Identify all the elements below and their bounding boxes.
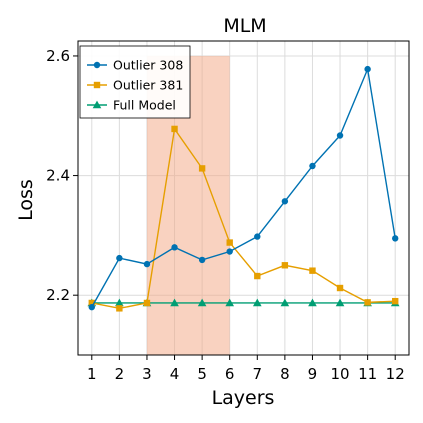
data-point-outlier-381 — [171, 125, 178, 133]
y-tick-label: 2.6 — [46, 47, 70, 65]
legend-item-outlier-381: Outlier 381 — [87, 78, 183, 93]
x-tick-label: 7 — [253, 365, 263, 383]
data-point-outlier-308 — [254, 233, 261, 240]
data-point-outlier-308 — [143, 260, 151, 268]
series-line-outlier-381 — [91, 127, 396, 310]
x-tick-label: 1 — [87, 365, 97, 383]
chart-title: MLM — [223, 15, 266, 37]
data-point-full-model — [335, 298, 345, 307]
x-tick-label: 6 — [225, 365, 235, 383]
legend-item-full-model: Full Model — [87, 98, 176, 113]
x-tick-label: 8 — [280, 365, 290, 383]
data-point-outlier-381 — [336, 284, 344, 292]
x-axis-title: Layers — [212, 387, 275, 409]
plot-frame — [77, 40, 410, 356]
y-tick-label: 2.2 — [46, 286, 70, 304]
series-outlier-308 — [88, 65, 399, 311]
series-outlier-381 — [88, 125, 399, 312]
legend-marker-outlier-381 — [93, 81, 101, 89]
legend: Outlier 308 Outlier 381 Full Model — [79, 45, 191, 119]
legend-marker-outlier-308 — [93, 61, 101, 69]
data-point-outlier-381 — [226, 239, 233, 246]
data-point-outlier-308 — [171, 244, 178, 251]
data-point-outlier-381 — [254, 272, 261, 280]
data-point-outlier-308 — [336, 132, 344, 139]
data-point-outlier-381 — [198, 165, 206, 172]
x-tick-label: 3 — [142, 365, 152, 383]
legend-label-outlier-381: Outlier 381 — [113, 78, 183, 93]
data-point-full-model — [170, 298, 179, 307]
x-tick-label: 10 — [330, 365, 349, 383]
legend-label-outlier-308: Outlier 308 — [113, 58, 183, 73]
data-point-full-model — [308, 298, 317, 307]
data-point-outlier-381 — [88, 299, 95, 307]
data-point-outlier-308 — [392, 235, 399, 242]
legend-item-outlier-308: Outlier 308 — [87, 58, 183, 73]
data-point-full-model — [197, 298, 207, 307]
x-tick-label: 4 — [170, 365, 180, 383]
data-point-outlier-308 — [309, 162, 316, 170]
data-point-full-model — [115, 298, 124, 307]
data-point-outlier-308 — [281, 198, 289, 205]
data-point-outlier-308 — [116, 254, 123, 262]
data-point-outlier-381 — [281, 262, 289, 269]
data-point-outlier-308 — [198, 256, 206, 264]
data-point-outlier-308 — [88, 303, 95, 311]
data-point-full-model — [225, 298, 235, 307]
data-point-full-model — [252, 298, 262, 307]
y-axis-title: Loss — [15, 179, 37, 221]
x-tick-label: 2 — [115, 365, 125, 383]
data-point-outlier-308 — [364, 65, 371, 73]
legend-label-full-model: Full Model — [113, 98, 176, 113]
y-tick-label: 2.4 — [46, 167, 70, 185]
data-point-outlier-381 — [116, 305, 123, 312]
data-point-outlier-381 — [364, 299, 371, 306]
x-tick-label: 11 — [358, 365, 377, 383]
data-point-outlier-381 — [392, 297, 399, 305]
legend-marker-full-model — [92, 100, 102, 109]
x-tick-label: 12 — [386, 365, 405, 383]
data-point-outlier-381 — [143, 299, 151, 307]
x-tick-label: 9 — [308, 365, 318, 383]
x-tick-label: 5 — [197, 365, 207, 383]
data-point-outlier-308 — [226, 248, 233, 255]
data-point-full-model — [280, 298, 290, 307]
series-line-outlier-308 — [91, 66, 396, 308]
data-point-outlier-381 — [309, 267, 316, 274]
